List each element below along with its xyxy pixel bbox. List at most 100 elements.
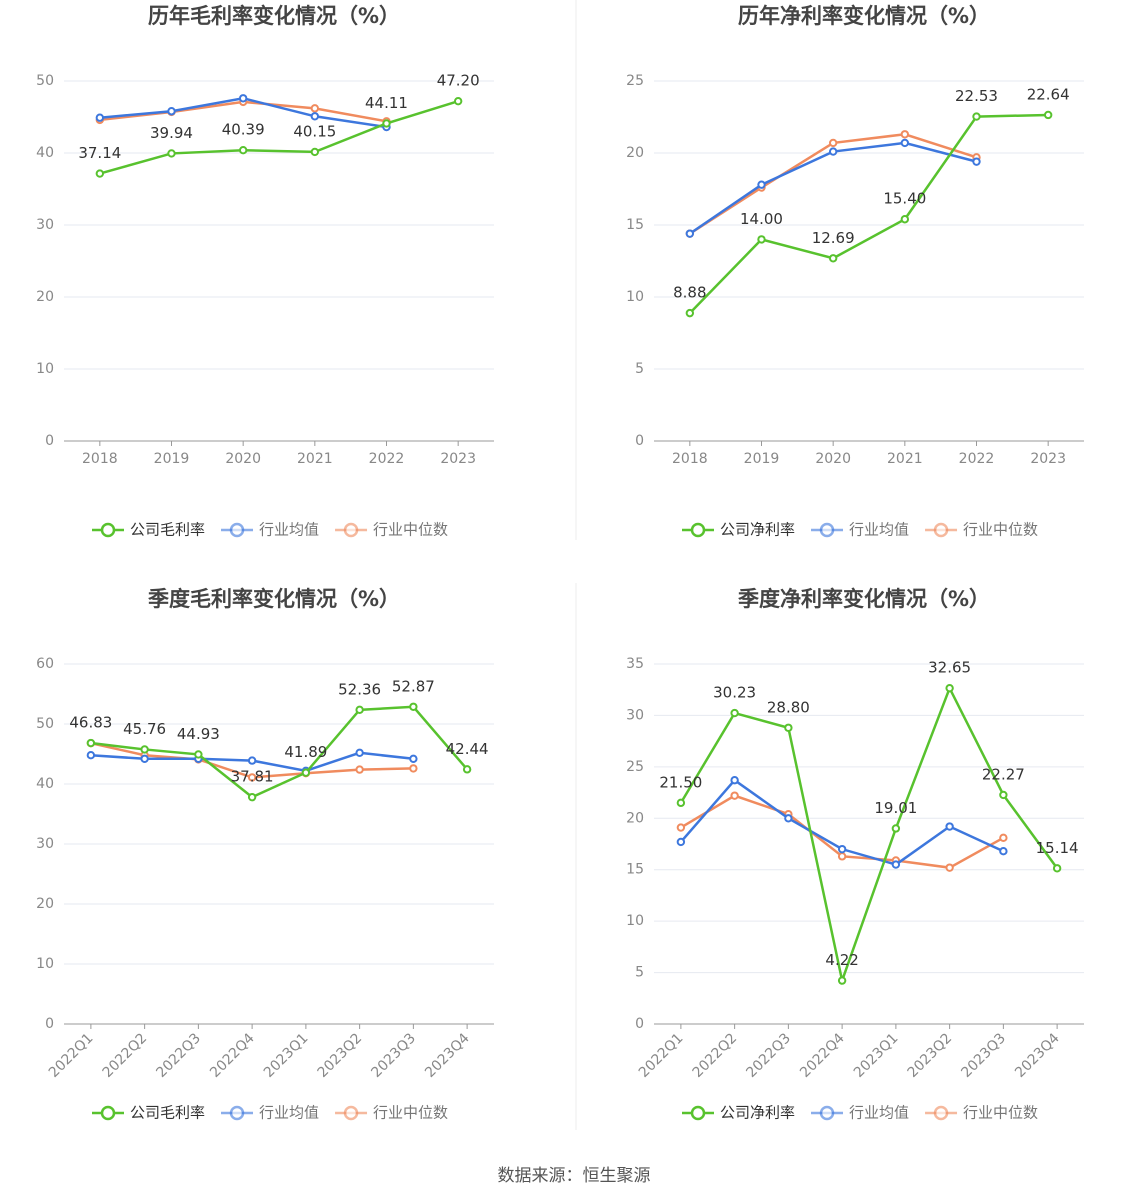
- data-label: 8.88: [673, 284, 706, 302]
- point: [828, 138, 838, 148]
- data-label: 28.80: [767, 698, 810, 716]
- chart-title: 季度毛利率变化情况（%）: [148, 587, 400, 611]
- data-label: 22.53: [955, 87, 998, 105]
- data-label: 22.27: [982, 765, 1025, 783]
- point: [95, 113, 105, 122]
- point: [837, 852, 847, 861]
- point: [301, 768, 311, 777]
- point: [676, 837, 686, 847]
- point: [730, 776, 739, 785]
- point: [685, 229, 695, 238]
- data-label: 44.11: [365, 94, 408, 112]
- legend-label: 行业均值: [849, 521, 909, 539]
- data-label: 41.89: [284, 743, 327, 761]
- point: [972, 112, 981, 121]
- legend-label: 行业均值: [259, 521, 319, 539]
- data-label: 45.76: [123, 720, 166, 738]
- point: [247, 756, 257, 765]
- point: [86, 738, 96, 748]
- point: [453, 96, 463, 106]
- x-tick-label: 2022Q4: [797, 1030, 848, 1081]
- point: [891, 860, 901, 869]
- data-label: 15.14: [1036, 839, 1079, 857]
- x-tick-label: 2023Q4: [1012, 1030, 1063, 1081]
- series-line: [688, 113, 1049, 314]
- data-label: 30.23: [713, 684, 756, 702]
- legend-marker: [229, 522, 245, 538]
- point: [167, 149, 176, 158]
- legend-label: 公司净利率: [720, 521, 795, 539]
- data-label: 15.40: [883, 190, 926, 208]
- legend-marker: [933, 1105, 949, 1121]
- y-tick-label: 20: [626, 145, 644, 161]
- point: [238, 94, 248, 103]
- point: [355, 765, 364, 774]
- legend-label: 行业中位数: [373, 1104, 448, 1122]
- data-label: 19.01: [874, 799, 917, 817]
- x-tick-label: 2021: [297, 451, 333, 467]
- point: [685, 308, 695, 318]
- legend-marker: [690, 522, 706, 538]
- point: [837, 976, 847, 985]
- x-tick-label: 2020: [225, 451, 261, 467]
- data-label: 22.64: [1027, 85, 1070, 103]
- legend-label: 行业均值: [849, 1104, 909, 1122]
- x-tick-label: 2022Q3: [743, 1030, 794, 1081]
- y-tick-label: 10: [626, 913, 644, 929]
- y-tick-label: 0: [45, 1016, 54, 1032]
- legend-marker: [819, 1105, 835, 1121]
- legend-marker: [343, 522, 359, 538]
- series-line: [90, 705, 469, 799]
- legend-label: 行业均值: [259, 1104, 319, 1122]
- point: [757, 180, 766, 189]
- series-line: [679, 685, 1059, 986]
- series-line: [689, 141, 977, 235]
- x-tick-label: 2023Q2: [315, 1030, 366, 1081]
- legend-label: 公司毛利率: [130, 521, 205, 539]
- x-tick-label: 2018: [672, 451, 708, 467]
- x-tick-label: 2022Q2: [100, 1030, 151, 1081]
- y-tick-label: 15: [626, 862, 644, 878]
- chart-title: 历年毛利率变化情况（%）: [148, 4, 400, 28]
- x-tick-label: 2020: [815, 451, 851, 467]
- data-label: 44.93: [177, 725, 220, 743]
- x-tick-label: 2022: [369, 451, 405, 467]
- y-tick-label: 15: [626, 217, 644, 233]
- point: [1052, 864, 1062, 873]
- point: [999, 847, 1008, 856]
- y-tick-label: 5: [635, 965, 644, 981]
- point: [355, 705, 364, 715]
- legend-label: 行业中位数: [963, 521, 1038, 539]
- x-tick-label: 2023Q3: [958, 1030, 1009, 1081]
- point: [247, 773, 257, 782]
- series-line: [99, 99, 459, 175]
- data-label: 52.36: [338, 680, 381, 698]
- point: [900, 138, 910, 148]
- legend-marker: [100, 1105, 116, 1121]
- point: [784, 723, 793, 732]
- point: [676, 798, 686, 808]
- x-tick-label: 2023Q1: [851, 1030, 902, 1081]
- point: [900, 130, 910, 139]
- point: [891, 824, 901, 833]
- data-label: 39.94: [150, 124, 193, 142]
- y-tick-label: 40: [36, 145, 54, 161]
- legend-label: 行业中位数: [963, 1104, 1038, 1122]
- point: [86, 751, 96, 760]
- y-tick-label: 25: [626, 73, 644, 89]
- point: [828, 254, 838, 263]
- point: [972, 157, 981, 166]
- point: [900, 215, 910, 224]
- data-label: 52.87: [392, 677, 435, 695]
- x-tick-label: 2022Q3: [153, 1030, 204, 1081]
- y-tick-label: 10: [36, 956, 54, 972]
- legend-marker: [819, 522, 835, 538]
- point: [409, 754, 418, 763]
- x-tick-label: 2019: [744, 451, 780, 467]
- x-tick-label: 2021: [887, 451, 923, 467]
- point: [310, 147, 320, 157]
- y-tick-label: 60: [36, 656, 54, 672]
- y-tick-label: 10: [36, 361, 54, 377]
- source: 数据来源：恒生聚源: [498, 1166, 651, 1186]
